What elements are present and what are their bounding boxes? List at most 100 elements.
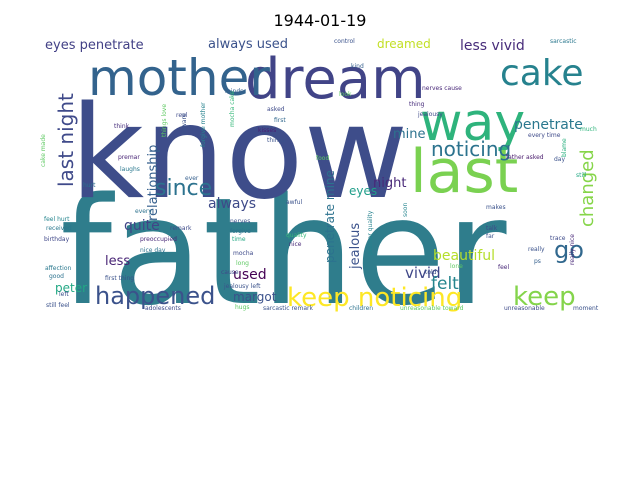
word-eyes: eyes [349, 184, 377, 198]
word-dream: dream [245, 47, 426, 112]
word-nerves-cause: nerves cause [422, 85, 462, 92]
word-forgive: forgive [230, 228, 251, 235]
word-premar: premar [118, 154, 140, 161]
word-things: things [267, 137, 286, 144]
word-vivid: vivid [405, 264, 441, 282]
word-night: night [373, 176, 406, 191]
word-look: look [339, 91, 352, 98]
word-peter: peter [55, 281, 87, 295]
word-since: since [155, 176, 212, 201]
word-way: way [420, 93, 525, 153]
word-sarcastic: sarcastic [550, 38, 577, 45]
word-affection: affection [45, 265, 71, 272]
word-first-thing: first thing [105, 275, 134, 282]
word-soon: soon [402, 203, 409, 217]
chart-title: 1944-01-19 [273, 11, 367, 30]
word-kind: kind [351, 63, 364, 70]
word-less: less [105, 254, 130, 269]
word-go: go [554, 236, 584, 264]
word-relationship: relationship [146, 145, 161, 221]
word-really-nice: really nice [569, 234, 576, 265]
word-adolescents: adolescents [145, 305, 181, 312]
word-nice: nice [289, 241, 302, 248]
word-penetrate: penetrate [514, 117, 583, 133]
word-jealousy-left: jealousy left [223, 283, 261, 290]
word-mine: mine [393, 127, 426, 142]
word-minds: minds [225, 88, 243, 95]
word-dreamed: dreamed [377, 37, 431, 51]
word-quality: quality [286, 232, 307, 239]
word-nice-day: nice day [140, 247, 166, 254]
word-preoccupied: preoccupied [140, 236, 177, 243]
word-cloud-panel: father know dream mother way last cake keep not… [40, 37, 600, 316]
word-beautiful: beautiful [433, 248, 495, 264]
word-cake-made: cake made [40, 134, 47, 167]
word-cake: cake [500, 53, 584, 94]
word-long: long [236, 260, 249, 267]
word-lone: lone [450, 263, 463, 270]
word-eyes-penetrate: eyes penetrate [45, 38, 144, 53]
word-hugs: hugs [235, 304, 250, 311]
word-laughs: laughs [120, 166, 140, 173]
word-jealousy: jealousy [417, 111, 443, 118]
word-blame: blame [561, 138, 568, 157]
word-cause: cause [221, 269, 239, 276]
word-mocha: mocha [233, 250, 254, 257]
word-keep-noticing: keep noticing [287, 283, 462, 313]
word-left: left [59, 291, 69, 298]
word-happened: happened [95, 282, 215, 310]
word-quite: quite [124, 218, 160, 234]
word-day: day [554, 156, 565, 163]
word-unreasonable-toward: unreasonable toward [400, 305, 464, 312]
word-things-love: things love [161, 104, 168, 137]
word-toward: toward [181, 113, 188, 134]
word-time: time [232, 236, 246, 243]
word-mocha-cake: mocha cake [229, 91, 236, 127]
word-food: food [316, 155, 329, 162]
word-margot: margot [233, 290, 277, 304]
word-forgive-mother: forgive mother [200, 102, 207, 147]
word-told: told [425, 269, 437, 276]
word-feel: feel [498, 264, 509, 271]
word-makes: makes [486, 204, 506, 211]
word-much: much [580, 126, 597, 133]
word-still: still [576, 172, 587, 179]
word-know: know [70, 79, 408, 228]
word-last-night: last night [54, 93, 78, 187]
word-noticing: noticing [431, 137, 511, 161]
word-premar-quality: premar quality [367, 210, 374, 255]
word-real: real [176, 112, 188, 119]
word-control: control [334, 38, 355, 45]
word-keep: keep [513, 282, 576, 312]
word-ever: ever [185, 175, 199, 182]
word-penetrate-mine: penetrate mine [323, 170, 337, 263]
word-jealous: jealous [348, 223, 363, 270]
word-think: think [114, 123, 130, 130]
word-less-vivid: less vivid [460, 38, 525, 54]
word-every: every [135, 208, 152, 215]
word-used: used [233, 267, 267, 283]
word-far: far [486, 233, 495, 240]
word-children: children [349, 305, 373, 312]
word-unreasonable: unreasonable [504, 305, 545, 312]
word-awful: awful [286, 199, 302, 206]
word-last: last [410, 137, 518, 207]
word-felt: felt [431, 274, 459, 294]
word-birthday: birthday [44, 236, 70, 243]
word-sarcastic-remark: sarcastic remark [263, 305, 313, 312]
word-thing: thing [409, 101, 425, 108]
word-moment: moment [573, 305, 599, 312]
word-still-feel: still feel [46, 302, 70, 309]
word-hurt: hurt [83, 182, 96, 189]
word-good: good [49, 273, 64, 280]
word-asked: asked [267, 106, 285, 113]
word-trace: trace [550, 235, 566, 242]
word-received: received [46, 225, 72, 232]
word-really: really [528, 246, 545, 253]
word-remark: remark [170, 225, 192, 232]
word-always-used: always used [208, 37, 288, 52]
word-ps: ps [534, 258, 541, 265]
word-changed: changed [577, 149, 598, 227]
word-kisses: kisses [258, 127, 276, 134]
